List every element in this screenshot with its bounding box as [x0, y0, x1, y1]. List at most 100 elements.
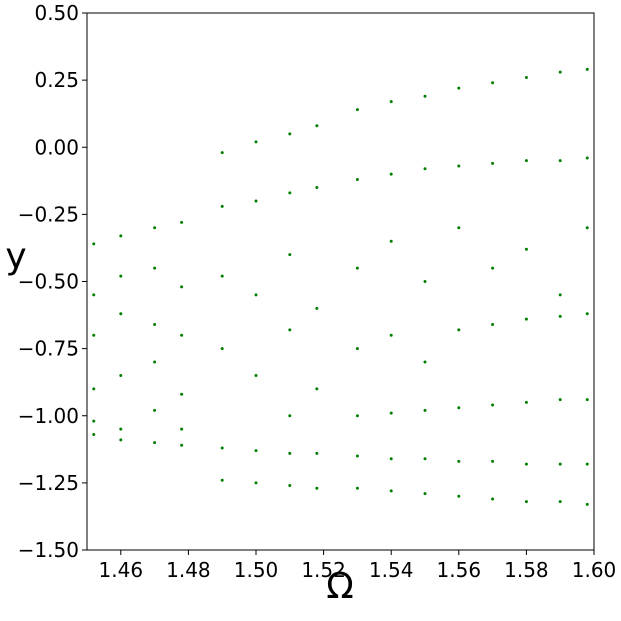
y-tick-label: 0.00 [34, 135, 79, 159]
point [153, 408, 157, 412]
point [92, 433, 96, 437]
y-tick-label: −1.50 [18, 538, 79, 562]
point [355, 454, 359, 458]
point [315, 451, 319, 455]
point [220, 478, 224, 482]
point [524, 247, 528, 251]
point [180, 443, 184, 447]
point [558, 293, 562, 297]
point [92, 293, 96, 297]
point [585, 156, 589, 160]
point [491, 497, 495, 501]
y-tick-label: 0.50 [34, 1, 79, 25]
y-tick-label: −0.75 [18, 337, 79, 361]
point [254, 199, 258, 203]
point [585, 502, 589, 506]
x-axis-label: Ω [326, 566, 354, 607]
point [423, 167, 427, 171]
point [315, 387, 319, 391]
point [355, 177, 359, 181]
point [180, 427, 184, 431]
point [585, 312, 589, 316]
point [524, 462, 528, 466]
point [315, 186, 319, 190]
point [457, 494, 461, 498]
point [457, 164, 461, 168]
point [558, 398, 562, 402]
point [558, 70, 562, 74]
point [288, 328, 292, 332]
point [288, 253, 292, 257]
point [180, 392, 184, 396]
point [180, 285, 184, 289]
point [153, 322, 157, 326]
point [457, 226, 461, 230]
point [585, 67, 589, 71]
point [92, 242, 96, 246]
plot-frame [86, 12, 595, 551]
point [153, 441, 157, 445]
point [558, 314, 562, 318]
x-tick-label: 1.48 [166, 558, 211, 582]
point [119, 373, 123, 377]
point [491, 459, 495, 463]
point [355, 108, 359, 112]
y-tick-label: −1.25 [18, 471, 79, 495]
point [92, 333, 96, 337]
point [119, 234, 123, 238]
point [288, 132, 292, 136]
point [153, 266, 157, 270]
point [220, 204, 224, 208]
point [524, 500, 528, 504]
point [153, 360, 157, 364]
point [558, 500, 562, 504]
x-tick-label: 1.60 [572, 558, 617, 582]
point [119, 274, 123, 278]
x-tick-label: 1.52 [301, 558, 346, 582]
point [355, 486, 359, 490]
point [585, 226, 589, 230]
point [92, 419, 96, 423]
point [457, 86, 461, 90]
point [180, 220, 184, 224]
point [254, 481, 258, 485]
y-tick-label: 0.25 [34, 68, 79, 92]
point [153, 226, 157, 230]
point [355, 347, 359, 351]
point [491, 81, 495, 85]
point [220, 446, 224, 450]
point [389, 411, 393, 415]
point [423, 492, 427, 496]
point [491, 161, 495, 165]
point [220, 347, 224, 351]
y-tick-label: −1.00 [18, 404, 79, 428]
point [288, 414, 292, 418]
point [254, 140, 258, 144]
point [457, 459, 461, 463]
point [288, 451, 292, 455]
point [315, 124, 319, 128]
point [423, 360, 427, 364]
point [355, 414, 359, 418]
x-tick-label: 1.56 [437, 558, 482, 582]
point [585, 398, 589, 402]
y-axis-label: y [5, 236, 26, 277]
point [558, 159, 562, 163]
point [524, 159, 528, 163]
x-tick-label: 1.54 [369, 558, 414, 582]
point [423, 457, 427, 461]
point [585, 462, 589, 466]
point [254, 449, 258, 453]
point [119, 438, 123, 442]
point [220, 274, 224, 278]
x-tick-label: 1.50 [234, 558, 279, 582]
point [524, 400, 528, 404]
point [220, 151, 224, 155]
point [457, 406, 461, 410]
point [423, 408, 427, 412]
point [288, 191, 292, 195]
point [389, 100, 393, 104]
point [288, 484, 292, 488]
point [315, 306, 319, 310]
